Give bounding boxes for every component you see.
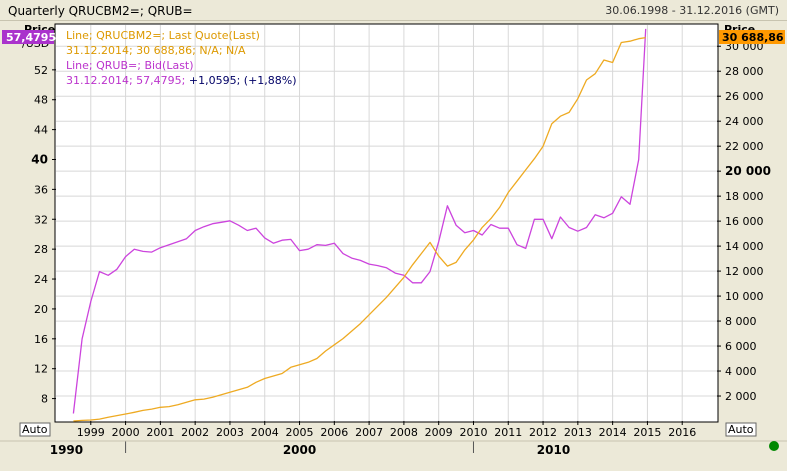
x-tick-label: 2015	[633, 426, 661, 439]
decade-label: 2010	[537, 443, 570, 457]
left-auto-label: Auto	[22, 423, 48, 436]
chart-title: Quarterly QRUCBM2=; QRUB=	[8, 4, 193, 18]
legend-ruble-values-a: 31.12.2014; 57,4795;	[66, 74, 189, 87]
left-tick-label: 28	[34, 243, 48, 256]
x-tick-label: 2010	[459, 426, 487, 439]
right-tick-label: 28 000	[725, 65, 764, 78]
left-tick-label: 40	[31, 152, 48, 166]
left-auto-button[interactable]: Auto	[19, 422, 51, 437]
right-tick-label: 20 000	[725, 164, 771, 178]
right-tick-label: 14 000	[725, 240, 764, 253]
legend-m2-title: Line; QRUCBM2=; Last Quote(Last)	[66, 29, 260, 42]
left-tick-label: 48	[34, 94, 48, 107]
grid-lines	[56, 25, 717, 421]
x-axis-ticks: 1999 2000 2001 2002 2003 2004 2005 2006 2007 2008…	[0, 421, 787, 457]
chart-title-bar: Quarterly QRUCBM2=; QRUB= 30.06.1998 - 3…	[0, 0, 787, 21]
x-tick-label: 2013	[564, 426, 592, 439]
left-last-value-badge: 57,4795	[2, 30, 56, 44]
price-chart[interactable]: Price /USD Price 81216202428323640444852…	[0, 20, 787, 471]
x-tick-label: 2000	[112, 426, 140, 439]
left-tick-label: 32	[34, 213, 48, 226]
plot-area[interactable]	[54, 23, 719, 423]
right-tick-label: 6 000	[725, 340, 757, 353]
x-tick-label: 2001	[146, 426, 174, 439]
x-tick-label: 2009	[425, 426, 453, 439]
left-tick-label: 20	[34, 303, 48, 316]
x-tick-label: 2006	[320, 426, 348, 439]
left-tick-label: 16	[34, 333, 48, 346]
right-tick-label: 8 000	[725, 315, 757, 328]
right-auto-button[interactable]: Auto	[725, 422, 757, 437]
series-group	[72, 28, 647, 422]
right-auto-label: Auto	[728, 423, 754, 436]
right-last-value-badge: 30 688,86	[719, 30, 785, 44]
x-tick-label: 2011	[494, 426, 522, 439]
m2-series-line[interactable]	[73, 36, 646, 422]
right-tick-label: 2 000	[725, 390, 757, 403]
legend-ruble-title: Line; QRUB=; Bid(Last)	[66, 59, 194, 72]
x-tick-label: 2003	[216, 426, 244, 439]
x-tick-label: 2004	[251, 426, 279, 439]
x-tick-label: 2014	[599, 426, 627, 439]
x-tick-label: 2005	[286, 426, 314, 439]
green-circle-icon	[769, 441, 779, 451]
date-range-label: 30.06.1998 - 31.12.2016 (GMT)	[605, 4, 779, 17]
left-axis-ticks: 8 12 16 20 24 28 32 36 40 44 48 52	[31, 64, 56, 406]
decade-label: 2000	[283, 443, 316, 457]
right-axis-ticks: 2 000 4 000 6 000 8 000 10 000 12 000 14 000 16…	[717, 40, 771, 403]
left-last-value: 57,4795	[6, 31, 56, 44]
right-last-value: 30 688,86	[722, 31, 784, 44]
legend: Line; QRUCBM2=; Last Quote(Last) 31.12.2…	[66, 29, 297, 87]
ruble-series-line[interactable]	[72, 28, 647, 414]
right-tick-label: 22 000	[725, 140, 764, 153]
legend-ruble-values: 31.12.2014; 57,4795; +1,0595; (+1,88%)	[66, 74, 297, 87]
x-tick-label: 2007	[355, 426, 383, 439]
left-tick-label: 8	[41, 393, 48, 406]
x-tick-label: 1999	[77, 426, 105, 439]
right-tick-label: 12 000	[725, 265, 764, 278]
x-tick-label: 2008	[390, 426, 418, 439]
x-tick-label: 2016	[668, 426, 696, 439]
right-tick-label: 26 000	[725, 90, 764, 103]
right-tick-label: 16 000	[725, 215, 764, 228]
legend-m2-values: 31.12.2014; 30 688,86; N/A; N/A	[66, 44, 246, 57]
right-tick-label: 24 000	[725, 115, 764, 128]
left-tick-label: 52	[34, 64, 48, 77]
right-tick-label: 4 000	[725, 365, 757, 378]
decade-label: 1990	[50, 443, 83, 457]
left-tick-label: 36	[34, 183, 48, 196]
legend-m2-values-text: 31.12.2014; 30 688,86; N/A; N/A	[66, 44, 246, 57]
right-tick-label: 10 000	[725, 290, 764, 303]
legend-ruble-change: +1,0595; (+1,88%)	[189, 74, 297, 87]
left-tick-label: 12	[34, 363, 48, 376]
left-tick-label: 44	[34, 124, 48, 137]
left-tick-label: 24	[34, 273, 48, 286]
x-tick-label: 2012	[529, 426, 557, 439]
right-tick-label: 18 000	[725, 190, 764, 203]
x-tick-label: 2002	[181, 426, 209, 439]
